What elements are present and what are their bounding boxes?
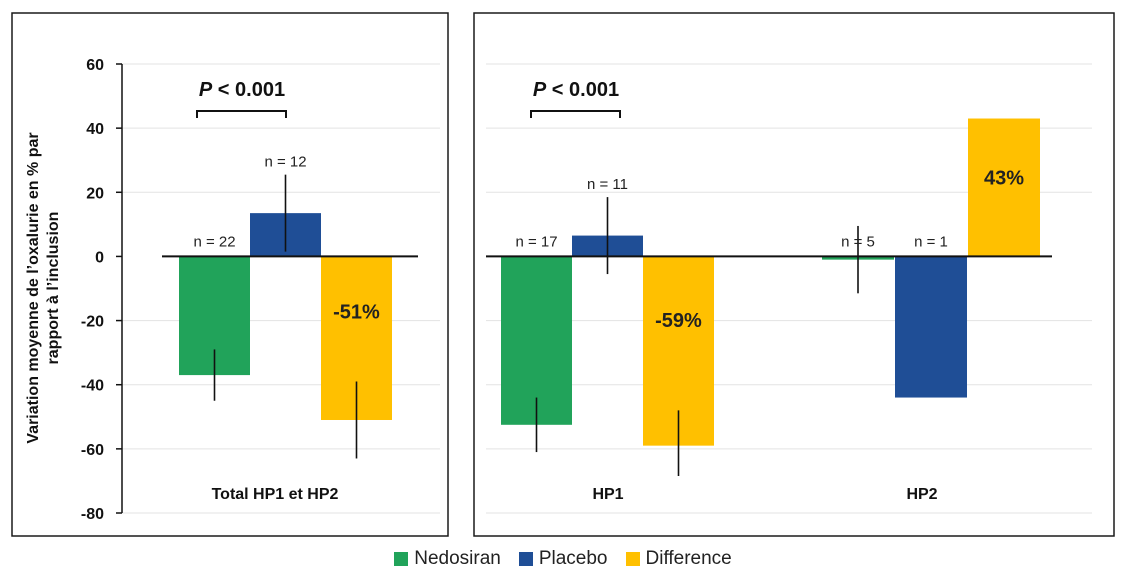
category-label-backing: [804, 476, 1058, 512]
y-tick-label: 0: [95, 249, 104, 266]
category-label-hp2: HP2: [906, 486, 937, 503]
bar-hp2-placebo: [895, 256, 967, 398]
legend-swatch-placebo: [518, 552, 533, 566]
category-label-backing: [483, 476, 732, 512]
n-label-hp1-placebo: n = 11: [587, 176, 628, 193]
data-label-hp1: -59%: [655, 310, 702, 332]
legend-label-nedosiran: Nedosiran: [414, 548, 501, 569]
y-tick-label: -80: [81, 506, 104, 523]
data-label-hp2: 43%: [984, 167, 1024, 189]
legend-label-placebo: Placebo: [538, 548, 608, 569]
n-label-hp2-nedosiran: n = 5: [841, 233, 875, 250]
n-label-hp2-placebo: n = 1: [914, 233, 948, 250]
category-label-backing: [161, 476, 410, 512]
bar-hp2-difference: [968, 118, 1040, 257]
data-label-total-hp1-et-hp2: -51%: [333, 301, 380, 323]
bar-hp1-nedosiran: [501, 256, 572, 425]
y-axis-title: Variation moyenne de l’oxalurie en % par…: [25, 132, 62, 443]
n-label-total-hp1-et-hp2-nedosiran: n = 22: [193, 233, 235, 250]
y-tick-label: -60: [81, 442, 104, 459]
y-tick-label: 20: [86, 185, 104, 202]
legend-item-placebo: Placebo: [518, 548, 608, 570]
y-axis: 60 40 20 0 -20 -40 -60 -80: [81, 57, 123, 523]
legend-label-difference: Difference: [645, 548, 732, 569]
legend-item-nedosiran: Nedosiran: [394, 548, 501, 570]
y-tick-label: 60: [86, 57, 104, 74]
significance-bracket: [196, 110, 287, 118]
significance-bracket: [530, 110, 621, 118]
y-tick-label: -40: [81, 378, 104, 395]
n-label-total-hp1-et-hp2-placebo: n = 12: [264, 154, 306, 171]
y-tick-label: 40: [86, 121, 104, 138]
y-tick-label: -20: [81, 314, 104, 331]
chart-panel-1: n = 22 n = 12 -51% Total HP1 et HP2 P < 0.00…: [11, 12, 449, 537]
category-label-hp1: HP1: [592, 486, 623, 503]
legend-swatch-difference: [625, 552, 640, 566]
legend-item-difference: Difference: [625, 548, 732, 570]
p-value-label: P < 0.001: [199, 79, 285, 101]
legend-swatch-nedosiran: [394, 552, 409, 566]
p-value-label: P < 0.001: [533, 79, 619, 101]
category-label-total-hp1-et-hp2: Total HP1 et HP2: [212, 486, 339, 503]
chart-panel-2: n = 17 n = 11 -59% HP1 P < 0.001 n = 5 n = 1 43…: [473, 12, 1115, 537]
legend: Nedosiran Placebo Difference: [0, 548, 1126, 570]
n-label-hp1-nedosiran: n = 17: [515, 233, 557, 250]
